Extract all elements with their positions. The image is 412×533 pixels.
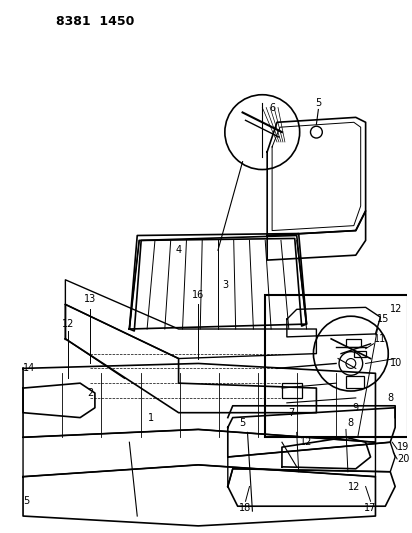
Text: 5: 5: [315, 98, 321, 108]
Text: 19: 19: [397, 442, 410, 452]
Bar: [354, 351, 365, 357]
Text: 18: 18: [239, 503, 252, 513]
Bar: [282, 383, 302, 398]
Text: 12: 12: [348, 481, 360, 491]
Text: 2: 2: [87, 388, 93, 398]
Text: 12: 12: [390, 304, 403, 314]
Text: 8381  1450: 8381 1450: [56, 15, 134, 28]
Text: 12: 12: [300, 437, 313, 447]
Text: 8: 8: [348, 417, 354, 427]
Text: 14: 14: [23, 364, 35, 374]
Text: 7: 7: [289, 408, 295, 418]
Text: 17: 17: [364, 503, 377, 513]
Text: 11: 11: [374, 334, 386, 344]
Bar: [265, 295, 408, 437]
Text: 10: 10: [390, 359, 403, 368]
Text: 1: 1: [148, 413, 154, 423]
Text: 20: 20: [397, 454, 410, 464]
Text: 16: 16: [192, 289, 204, 300]
Text: 4: 4: [176, 245, 182, 255]
Bar: [346, 339, 360, 347]
Text: 8: 8: [387, 393, 393, 403]
Bar: [346, 376, 364, 388]
Text: 6: 6: [269, 102, 275, 112]
Text: 9: 9: [353, 403, 359, 413]
Text: 13: 13: [84, 294, 96, 304]
Text: 15: 15: [377, 314, 390, 324]
Text: 5: 5: [23, 496, 29, 506]
Text: 12: 12: [62, 319, 75, 329]
Text: 5: 5: [239, 417, 246, 427]
Text: 3: 3: [223, 280, 229, 290]
